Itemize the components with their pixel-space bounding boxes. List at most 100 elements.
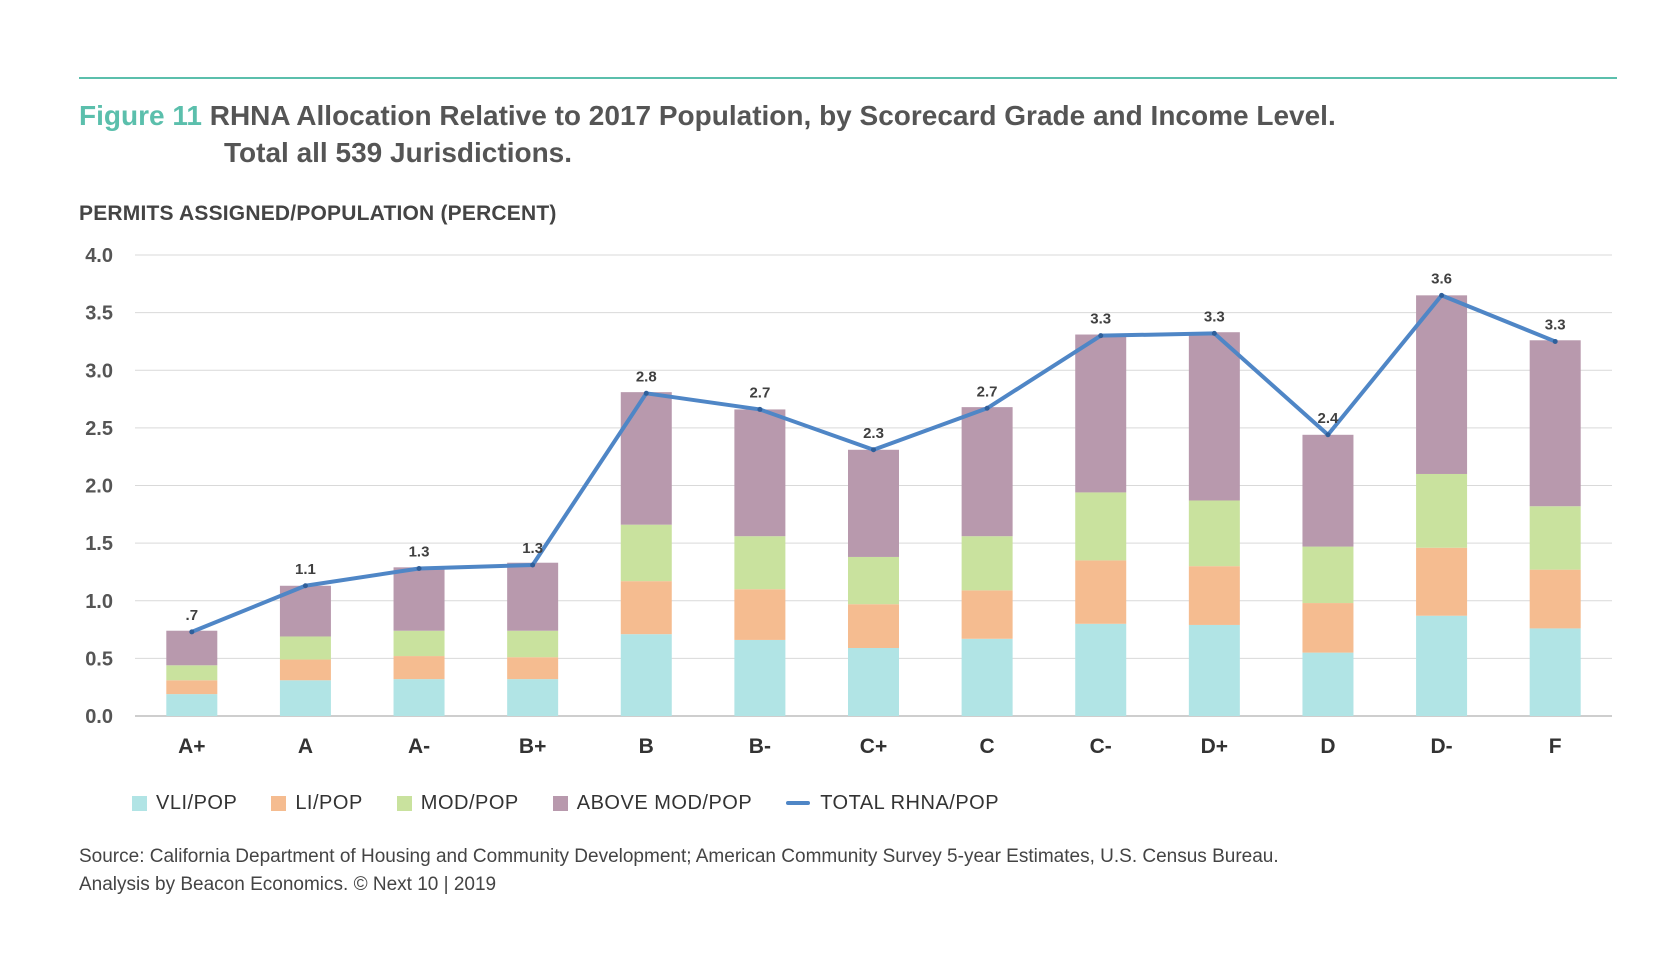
legend-label: MOD/POP [420, 791, 519, 814]
legend-label: LI/POP [295, 791, 363, 814]
x-tick-label: B [639, 735, 654, 758]
bar-segment-mod-pop [734, 536, 786, 590]
legend-swatch [132, 795, 147, 811]
figure-label: Figure 11 [79, 100, 202, 131]
bar-segment-above-mod-pop [507, 562, 559, 631]
title-rule [79, 77, 1617, 79]
bar-segment-above-mod-pop [1416, 295, 1468, 474]
bar-segment-mod-pop [961, 536, 1013, 591]
x-tick-label: A+ [178, 735, 205, 758]
bar-segment-above-mod-pop [1302, 434, 1354, 547]
legend-item-above-mod-pop: ABOVE MOD/POP [552, 791, 753, 815]
bar-segment-li-pop [1188, 566, 1240, 625]
bar-segment-vli-pop [961, 638, 1013, 716]
data-label: .7 [186, 607, 199, 624]
legend-item-vli-pop: VLI/POP [132, 792, 237, 815]
x-tick-label: B- [749, 735, 771, 758]
legend-item-li-pop: LI/POP [271, 792, 362, 815]
bar-segment-mod-pop [393, 630, 445, 657]
bar-segment-above-mod-pop [734, 409, 786, 537]
total-rhna-point [1211, 330, 1217, 336]
total-rhna-point [984, 405, 990, 411]
y-tick-label: 0.0 [85, 706, 113, 728]
x-tick-label: C+ [860, 735, 887, 758]
bar-segment-mod-pop [848, 556, 899, 605]
bar-segment-vli-pop [393, 679, 445, 716]
y-tick-label: 2.5 [85, 418, 113, 440]
bar-segment-mod-pop [1075, 492, 1127, 561]
bar-segment-above-mod-pop [961, 407, 1013, 537]
x-tick-label: C- [1090, 735, 1112, 758]
data-label: 2.8 [636, 368, 657, 385]
bar-segment-mod-pop [620, 524, 672, 582]
data-label: 3.6 [1431, 270, 1452, 287]
y-tick-label: 3.0 [85, 360, 113, 382]
bar-segment-mod-pop [1529, 506, 1581, 570]
x-tick-label: F [1549, 735, 1562, 758]
data-label: 2.7 [977, 383, 998, 400]
bar-segment-li-pop [1529, 569, 1581, 629]
data-label: 2.3 [863, 425, 884, 442]
bar-segment-mod-pop [166, 665, 218, 681]
bar-segment-vli-pop [507, 679, 559, 716]
legend-swatch [396, 795, 412, 811]
legend-label: VLI/POP [156, 791, 238, 814]
bar-segment-vli-pop [279, 680, 331, 716]
bar-segment-li-pop [961, 590, 1013, 639]
bar-segment-li-pop [1302, 603, 1354, 653]
data-label: 2.7 [749, 384, 770, 401]
bar-segment-above-mod-pop [1075, 334, 1127, 493]
bar-segment-mod-pop [1302, 546, 1354, 604]
bar-segment-li-pop [1075, 560, 1127, 624]
total-rhna-point [1325, 432, 1331, 438]
total-rhna-point [757, 406, 763, 412]
y-tick-label: 1.0 [85, 591, 113, 613]
bar-segment-above-mod-pop [1188, 332, 1240, 501]
legend-label: ABOVE MOD/POP [576, 791, 753, 814]
data-label: 3.3 [1204, 308, 1225, 325]
total-rhna-point [1098, 333, 1104, 339]
bar-segment-above-mod-pop [393, 567, 445, 631]
data-label: 1.3 [522, 540, 543, 557]
bar-segment-vli-pop [620, 634, 672, 716]
bar-segment-li-pop [166, 680, 218, 695]
total-rhna-point [530, 562, 536, 568]
bar-segment-li-pop [279, 659, 331, 681]
legend-swatch [552, 795, 568, 811]
bar-segment-above-mod-pop [166, 630, 218, 666]
legend-swatch [786, 801, 811, 805]
y-tick-label: 2.0 [85, 476, 113, 498]
title-line-2: Total all 539 Jurisdictions. [224, 137, 573, 168]
bar-segment-li-pop [393, 656, 445, 680]
x-tick-label: B+ [519, 735, 546, 758]
bar-segment-above-mod-pop [620, 392, 672, 525]
y-tick-label: 0.5 [85, 648, 113, 670]
bar-segment-mod-pop [507, 630, 559, 658]
y-axis-title: PERMITS ASSIGNED/POPULATION (PERCENT) [79, 202, 557, 225]
bar-segment-vli-pop [734, 639, 786, 716]
bar-segment-mod-pop [279, 636, 331, 660]
figure-title: Figure 11 RHNA Allocation Relative to 20… [79, 97, 1639, 171]
y-tick-label: 3.5 [85, 303, 113, 325]
bar-segment-li-pop [507, 657, 559, 680]
total-rhna-point [416, 565, 422, 571]
legend-item-total-rhna: TOTAL RHNA/POP [786, 792, 999, 815]
bar-segment-vli-pop [1416, 615, 1468, 716]
legend-swatch [271, 795, 287, 811]
source-note: Source: California Department of Housing… [79, 843, 1279, 899]
total-rhna-point [871, 447, 876, 453]
bar-segment-li-pop [734, 589, 786, 640]
bar-segment-li-pop [848, 604, 899, 649]
bar-segment-vli-pop [1188, 624, 1240, 716]
bar-segment-vli-pop [1075, 623, 1127, 716]
x-tick-label: C [980, 735, 995, 758]
x-tick-label: D [1320, 735, 1335, 758]
total-rhna-point [302, 583, 308, 589]
x-tick-label: D- [1430, 735, 1452, 758]
bar-segment-above-mod-pop [848, 449, 899, 557]
total-rhna-point [189, 629, 195, 635]
data-label: 1.1 [295, 561, 316, 578]
total-rhna-point [1439, 292, 1445, 298]
total-rhna-point [643, 390, 649, 396]
